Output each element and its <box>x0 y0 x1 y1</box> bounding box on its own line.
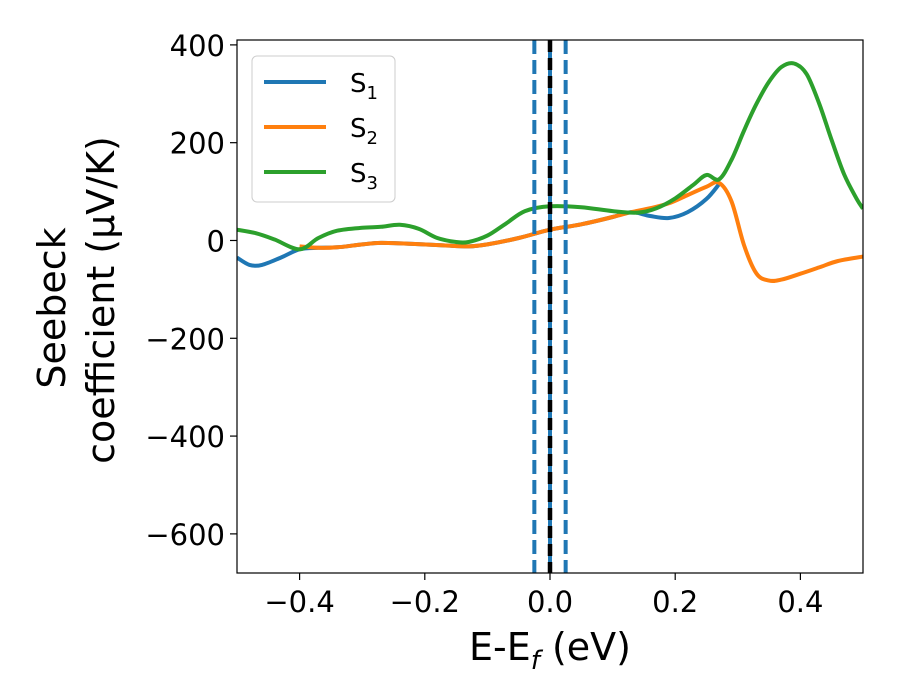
x-axis-label: E-Ef (eV) <box>469 625 631 676</box>
y-tick-label: 0 <box>207 224 225 258</box>
x-tick-label: −0.4 <box>264 585 334 619</box>
series-line-s3 <box>237 61 863 252</box>
x-tick-label: 0.0 <box>527 585 573 619</box>
legend-label-s1: S1 <box>350 69 378 104</box>
x-tick-label: 0.4 <box>777 585 823 619</box>
y-tick-label: 200 <box>170 127 225 161</box>
y-tick-label: −200 <box>145 322 225 356</box>
y-tick-label: −400 <box>145 420 225 454</box>
y-axis-label-line2: coefficient (μV/K) <box>79 136 123 464</box>
y-tick-label: −600 <box>145 518 225 552</box>
y-tick-label: 400 <box>170 29 225 63</box>
legend: S1 S2 S3 <box>251 55 396 203</box>
legend-label-s2: S2 <box>350 114 378 149</box>
x-ticks: −0.4 −0.2 0.0 0.2 0.4 <box>264 573 823 619</box>
vline-layer <box>532 40 568 573</box>
series-layer <box>237 61 863 284</box>
y-ticks: −600 −400 −200 0 200 400 <box>145 29 237 552</box>
y-axis-label-line1: Seebeck <box>30 227 74 388</box>
series-line-s2 <box>299 180 863 284</box>
legend-label-s3: S3 <box>350 159 378 194</box>
x-tick-label: −0.2 <box>390 585 460 619</box>
x-tick-label: 0.2 <box>652 585 698 619</box>
